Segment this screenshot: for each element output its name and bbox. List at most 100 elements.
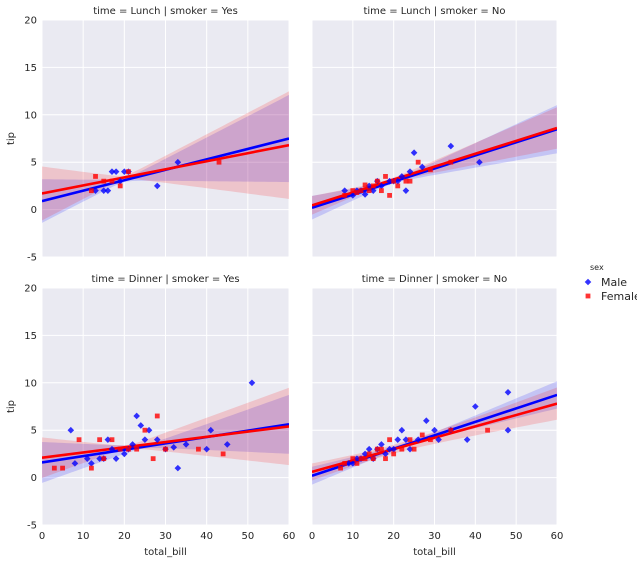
data-point-female	[387, 192, 392, 198]
panel-4: time = Dinner | smoker = No 0 10 20 30 40 50 60…	[309, 274, 564, 558]
data-point-female	[391, 451, 397, 457]
data-point-male	[112, 168, 120, 175]
data-point-female	[428, 167, 433, 173]
data-point-male	[108, 445, 116, 453]
data-point-male	[418, 163, 426, 171]
legend-label-female: Female	[601, 290, 637, 303]
data-point-female	[117, 183, 123, 189]
data-point-female	[407, 178, 413, 184]
data-point-male	[423, 417, 430, 425]
panel-2: time = Lunch | smoker = No	[311, 6, 558, 258]
data-point-female	[362, 182, 368, 188]
x-tick-label: 50	[510, 531, 523, 542]
data-point-male	[141, 436, 149, 443]
data-point-female	[93, 174, 98, 179]
data-point-male	[431, 426, 438, 434]
y-tick-label: 10	[24, 110, 37, 121]
data-point-male	[406, 445, 414, 453]
data-point-male	[129, 441, 136, 448]
data-point-female	[366, 188, 372, 194]
y-tick-label: 20	[24, 16, 37, 27]
x-tick-label: 20	[118, 531, 131, 542]
y-tick-label: 15	[24, 63, 37, 74]
data-point-male	[345, 460, 353, 467]
facet-title: time = Lunch | smoker = Yes	[93, 6, 238, 17]
data-point-male	[182, 441, 190, 448]
data-point-male	[435, 436, 442, 443]
data-point-male	[112, 455, 120, 462]
legend-marker-female	[585, 293, 591, 299]
y-tick-label: 10	[24, 378, 37, 389]
plot-area	[42, 91, 289, 223]
x-tick-label: 60	[551, 531, 564, 542]
data-point-male	[145, 426, 153, 434]
data-point-female	[89, 188, 94, 194]
data-point-male	[92, 187, 99, 194]
legend-label-male: Male	[601, 276, 627, 289]
data-point-female	[383, 456, 388, 462]
data-point-male	[402, 436, 410, 443]
plot-area	[312, 105, 557, 220]
y-tick-label: 0	[31, 473, 37, 484]
y-tick-label: 0	[31, 205, 37, 216]
x-axis-label: total_bill	[144, 547, 187, 558]
data-point-male	[361, 191, 369, 198]
data-point-female	[216, 159, 222, 165]
data-point-male	[67, 426, 75, 434]
y-tick-label: 20	[24, 284, 37, 295]
data-point-male	[104, 436, 112, 443]
data-point-female	[97, 437, 103, 443]
data-point-male	[369, 187, 377, 194]
x-tick-label: 40	[469, 531, 482, 542]
data-point-male	[203, 445, 210, 453]
data-point-female	[196, 446, 201, 452]
data-point-male	[116, 177, 124, 185]
data-point-male	[83, 455, 91, 462]
data-point-female	[76, 437, 82, 443]
data-point-male	[170, 443, 178, 451]
data-point-male	[341, 187, 348, 194]
facet-title: time = Lunch | smoker = No	[363, 6, 505, 17]
data-point-female	[51, 465, 57, 471]
data-point-female	[126, 169, 131, 175]
data-point-female	[358, 456, 364, 462]
data-point-male	[406, 168, 414, 175]
data-point-female	[411, 446, 417, 452]
facet-title: time = Dinner | smoker = No	[362, 274, 508, 285]
data-point-male	[390, 445, 397, 453]
data-point-female	[366, 451, 372, 457]
data-point-female	[117, 446, 123, 452]
data-point-male	[349, 192, 357, 199]
data-point-female	[342, 460, 348, 466]
x-tick-label: 30	[428, 531, 441, 542]
data-point-female	[399, 446, 405, 452]
data-point-male	[378, 441, 385, 448]
data-point-female	[428, 437, 433, 443]
data-point-female	[109, 437, 115, 443]
data-point-male	[100, 187, 108, 194]
data-point-female	[419, 432, 425, 438]
data-point-female	[448, 427, 454, 433]
data-point-female	[60, 465, 65, 471]
data-point-male	[386, 177, 393, 185]
y-tick-label: 15	[24, 331, 37, 342]
data-point-female	[403, 178, 409, 184]
data-point-male	[121, 168, 128, 175]
data-point-female	[154, 413, 160, 419]
data-point-male	[88, 460, 95, 467]
y-axis-label: tip	[6, 132, 17, 145]
data-point-female	[342, 192, 348, 198]
x-tick-label: 0	[39, 531, 45, 542]
data-point-male	[365, 445, 373, 453]
legend-title: sex	[590, 263, 604, 272]
data-point-female	[370, 456, 376, 462]
data-point-male	[104, 187, 112, 194]
data-point-male	[504, 426, 512, 434]
y-tick-label: -5	[27, 253, 37, 264]
x-tick-label: 30	[159, 531, 172, 542]
data-point-female	[391, 178, 397, 184]
data-point-female	[101, 456, 107, 462]
data-point-female	[358, 188, 364, 194]
